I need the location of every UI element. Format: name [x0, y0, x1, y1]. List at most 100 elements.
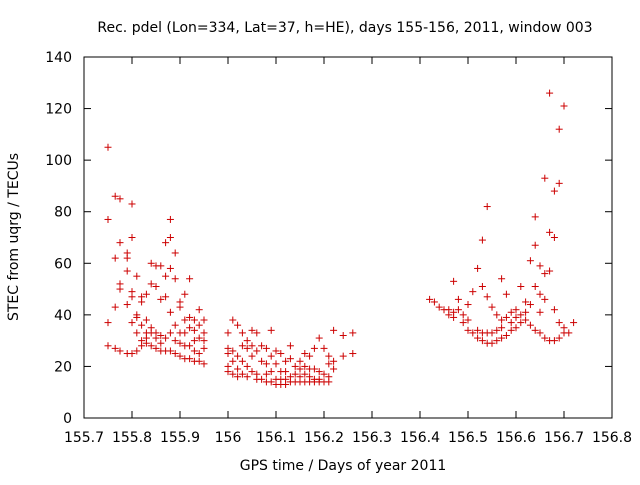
data-point — [483, 203, 491, 211]
data-point — [176, 339, 184, 347]
data-point — [570, 319, 578, 327]
data-point — [142, 316, 150, 324]
x-tick-label: 155.9 — [160, 430, 200, 446]
x-tick-label: 156 — [215, 430, 242, 446]
data-point — [531, 241, 539, 249]
data-point — [478, 282, 486, 290]
data-point — [306, 352, 314, 360]
data-point — [555, 334, 563, 342]
data-point — [507, 326, 515, 334]
data-point — [301, 362, 309, 370]
x-tick-label: 156.3 — [352, 430, 392, 446]
data-point — [190, 347, 198, 355]
data-point — [186, 313, 194, 321]
data-point — [555, 319, 563, 327]
data-point — [296, 365, 304, 373]
data-point — [248, 352, 256, 360]
data-point — [152, 334, 160, 342]
x-tick-label: 155.7 — [64, 430, 104, 446]
data-point — [459, 311, 467, 319]
data-point — [526, 257, 534, 265]
data-point — [291, 370, 299, 378]
data-point — [171, 321, 179, 329]
y-axis-label: STEC from uqrg / TECUs — [6, 153, 22, 321]
data-point — [531, 326, 539, 334]
data-point — [238, 329, 246, 337]
data-point — [550, 306, 558, 314]
data-point — [224, 350, 232, 358]
data-point — [104, 215, 112, 223]
data-point — [301, 350, 309, 358]
data-point — [488, 303, 496, 311]
data-point — [181, 329, 189, 337]
data-point — [541, 270, 549, 278]
axes: 155.7 155.8 155.9 156 156.1 156.2 156.3 156.4 15… — [45, 50, 632, 446]
data-point — [166, 308, 174, 316]
data-point — [493, 311, 501, 319]
x-tick-label: 156.8 — [592, 430, 632, 446]
data-point — [507, 308, 515, 316]
data-point — [512, 324, 520, 332]
data-point — [229, 357, 237, 365]
data-point — [200, 329, 208, 337]
data-point — [152, 344, 160, 352]
data-point — [116, 195, 124, 203]
data-point — [133, 313, 141, 321]
data-point — [450, 313, 458, 321]
data-point — [522, 308, 530, 316]
data-points — [104, 89, 578, 388]
data-point — [474, 326, 482, 334]
x-tick-label: 155.8 — [112, 430, 152, 446]
data-point — [498, 275, 506, 283]
data-point — [133, 347, 141, 355]
data-point — [272, 360, 280, 368]
data-point — [526, 321, 534, 329]
chart-title: Rec. pdel (Lon=334, Lat=37, h=HE), days … — [97, 20, 592, 36]
data-point — [296, 357, 304, 365]
data-point — [248, 326, 256, 334]
data-point — [565, 329, 573, 337]
data-point — [186, 275, 194, 283]
data-point — [200, 316, 208, 324]
data-point — [507, 319, 515, 327]
data-point — [512, 313, 520, 321]
data-point — [104, 143, 112, 151]
data-point — [181, 316, 189, 324]
data-point — [474, 264, 482, 272]
data-point — [282, 380, 290, 388]
data-point — [186, 355, 194, 363]
data-point — [258, 357, 266, 365]
plot-frame — [83, 56, 613, 419]
data-point — [464, 301, 472, 309]
data-point — [536, 329, 544, 337]
data-point — [186, 324, 194, 332]
data-point — [224, 329, 232, 337]
data-point — [116, 285, 124, 293]
data-point — [502, 313, 510, 321]
data-point — [104, 319, 112, 327]
data-point — [267, 378, 275, 386]
data-point — [330, 357, 338, 365]
data-point — [531, 282, 539, 290]
data-point — [138, 342, 146, 350]
data-point — [526, 301, 534, 309]
data-point — [536, 290, 544, 298]
data-point — [555, 125, 563, 133]
data-point — [277, 350, 285, 358]
data-point — [550, 234, 558, 241]
data-point — [171, 249, 179, 257]
data-point — [498, 324, 506, 332]
data-point — [152, 282, 160, 290]
data-point — [171, 337, 179, 345]
data-point — [116, 239, 124, 247]
data-point — [493, 326, 501, 334]
data-point — [522, 298, 530, 306]
data-point — [517, 282, 525, 290]
data-point — [195, 357, 203, 365]
data-point — [157, 331, 165, 339]
data-point — [258, 375, 266, 383]
data-point — [512, 306, 520, 314]
data-point — [229, 370, 237, 378]
